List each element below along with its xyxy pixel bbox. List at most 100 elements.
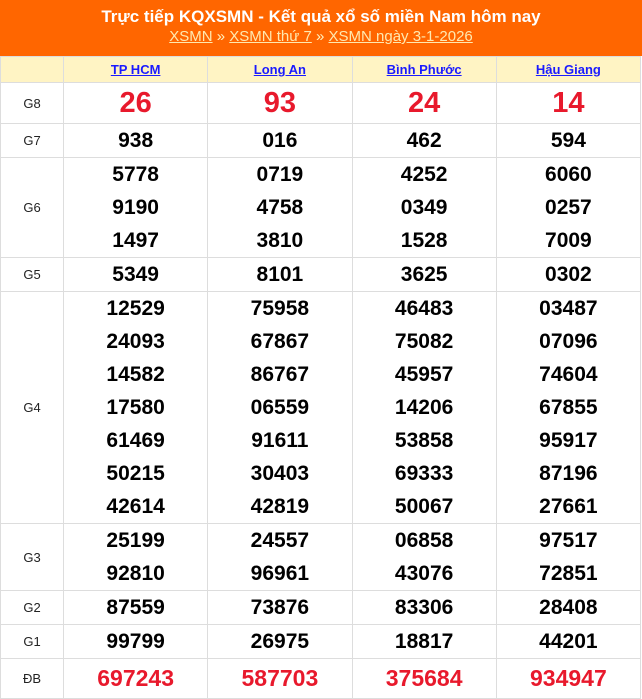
- prize-label: G8: [0, 82, 64, 124]
- prize-number: 75082: [394, 330, 454, 353]
- prize-cell: 0719 4758 3810: [207, 157, 353, 258]
- prize-row: G6 5778 9190 1497 0719 4758 3810 4252 0349 1528 60…: [0, 157, 642, 258]
- prize-number: 42614: [106, 495, 165, 518]
- prize-number: 67867: [250, 330, 310, 353]
- page-title: Trực tiếp KQXSMN - Kết quả xổ số miền Na…: [101, 7, 541, 26]
- prize-cell: 24: [351, 82, 497, 124]
- prize-cell: 97517 72851: [495, 523, 642, 591]
- prize-cell: 3625: [351, 257, 497, 292]
- prize-number: 9190: [112, 196, 159, 219]
- prize-number: 72851: [539, 562, 598, 585]
- prize-number: 3810: [256, 229, 304, 252]
- prize-cell: 0302: [495, 257, 642, 292]
- province-link[interactable]: Hậu Giang: [535, 62, 601, 77]
- prize-number: 1497: [112, 229, 159, 252]
- prize-label: G4: [0, 291, 64, 524]
- prize-number: 0257: [545, 196, 592, 219]
- prize-number: 3625: [400, 263, 448, 286]
- prize-number: 18817: [394, 630, 454, 653]
- breadcrumb: XSMN » XSMN thứ 7 » XSMN ngày 3-1-2026: [0, 27, 642, 47]
- prize-number: 97517: [539, 529, 598, 552]
- prize-number: 87196: [539, 462, 598, 485]
- breadcrumb-xsmn-date[interactable]: XSMN ngày 3-1-2026: [328, 28, 473, 45]
- prize-number: 4252: [400, 163, 448, 186]
- prize-row: ĐB 697243 587703 375684 934947: [0, 658, 642, 699]
- prize-number: 24: [407, 87, 441, 119]
- prize-cell: 26: [62, 82, 209, 124]
- province-header: Hậu Giang: [495, 56, 642, 83]
- prize-number: 50067: [394, 495, 454, 518]
- prize-cell: 6060 0257 7009: [495, 157, 642, 258]
- breadcrumb-xsmn-thu7[interactable]: XSMN thứ 7: [229, 28, 312, 45]
- prize-number: 91611: [251, 429, 309, 452]
- prize-cell: 46483 75082 45957 14206 53858 69333 50067: [351, 291, 497, 524]
- prize-cell: 24557 96961: [207, 523, 353, 591]
- prize-number: 44201: [539, 630, 598, 653]
- prize-number: 69333: [394, 462, 454, 485]
- prize-number: 26975: [250, 630, 310, 653]
- prize-row: G4 12529 24093 14582 17580 61469 50215 42614 759…: [0, 291, 642, 524]
- prize-number: 375684: [385, 665, 463, 691]
- prize-number: 73876: [250, 596, 310, 619]
- prize-number: 6060: [545, 163, 592, 186]
- prize-number: 61469: [106, 429, 165, 452]
- prize-cell: 938: [62, 123, 209, 158]
- prize-number: 06559: [250, 396, 310, 419]
- prize-cell: 06858 43076: [351, 523, 497, 591]
- prize-number: 67855: [539, 396, 598, 419]
- prize-cell: 75958 67867 86767 06559 91611 30403 42819: [207, 291, 353, 524]
- prize-label: G6: [0, 157, 64, 258]
- prize-cell: 594: [495, 123, 642, 158]
- prize-cell: 4252 0349 1528: [351, 157, 497, 258]
- province-link[interactable]: Bình Phước: [386, 62, 462, 77]
- prize-row: G8 26 93 24 14: [0, 82, 642, 124]
- breadcrumb-separator: »: [316, 28, 325, 45]
- prize-number: 14206: [394, 396, 454, 419]
- prize-number: 24093: [106, 330, 165, 353]
- prize-cell: 83306: [351, 590, 497, 625]
- prize-number: 938: [118, 129, 154, 152]
- prize-label: ĐB: [0, 658, 64, 699]
- prize-number: 86767: [250, 363, 310, 386]
- prize-cell: 5778 9190 1497: [62, 157, 209, 258]
- prize-number: 83306: [394, 596, 454, 619]
- province-header: Bình Phước: [351, 56, 497, 83]
- prize-label: G7: [0, 123, 64, 158]
- prize-label: G1: [0, 624, 64, 659]
- prize-number: 5349: [112, 263, 159, 286]
- prize-number: 12529: [106, 297, 165, 320]
- prize-cell: 28408: [495, 590, 642, 625]
- province-link[interactable]: TP HCM: [110, 62, 161, 77]
- prize-cell: 73876: [207, 590, 353, 625]
- prize-number: 1528: [400, 229, 448, 252]
- prize-number: 45957: [394, 363, 454, 386]
- prize-number: 016: [262, 129, 298, 152]
- prize-cell: 697243: [62, 658, 209, 699]
- prize-cell: 587703: [207, 658, 353, 699]
- prize-number: 96961: [250, 562, 310, 585]
- prize-label: G5: [0, 257, 64, 292]
- prize-number: 95917: [539, 429, 598, 452]
- prize-number: 462: [406, 129, 442, 152]
- prize-cell: 26975: [207, 624, 353, 659]
- prize-number: 74604: [539, 363, 598, 386]
- prize-cell: 25199 92810: [62, 523, 209, 591]
- prize-number: 43076: [394, 562, 454, 585]
- results-table: TP HCM Long An Bình Phước Hậu Giang G8 26…: [0, 56, 642, 699]
- prize-label: G3: [0, 523, 64, 591]
- province-header: Long An: [207, 56, 353, 83]
- prize-number: 8101: [256, 263, 304, 286]
- breadcrumb-xsmn[interactable]: XSMN: [169, 28, 213, 45]
- prize-number: 99799: [106, 630, 165, 653]
- prize-number: 0719: [256, 163, 304, 186]
- prize-cell: 462: [351, 123, 497, 158]
- prize-cell: 5349: [62, 257, 209, 292]
- prize-cell: 87559: [62, 590, 209, 625]
- prize-cell: 934947: [495, 658, 642, 699]
- prize-number: 0349: [400, 196, 448, 219]
- prize-number: 03487: [539, 297, 598, 320]
- province-link[interactable]: Long An: [253, 62, 306, 77]
- prize-number: 06858: [394, 529, 454, 552]
- prize-cell: 016: [207, 123, 353, 158]
- prize-cell: 8101: [207, 257, 353, 292]
